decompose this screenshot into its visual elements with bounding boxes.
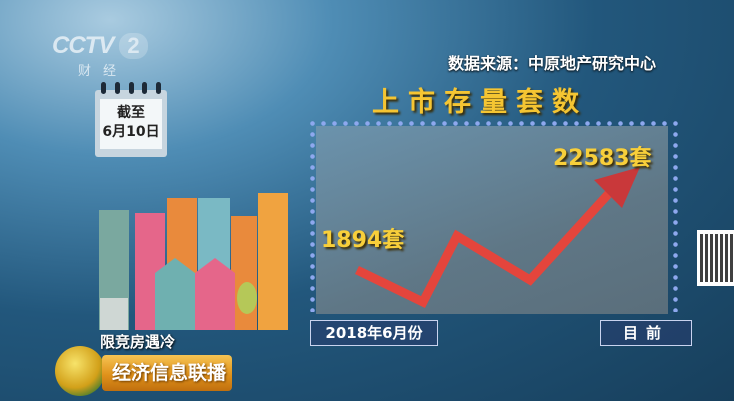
qr-code: [697, 230, 734, 286]
buildings-illustration: [99, 193, 288, 330]
data-label-start: 1894套: [321, 228, 405, 253]
x-tick-end: 目前: [600, 320, 692, 346]
chart-title: 上市存量套数: [372, 87, 588, 118]
arrow-head-icon: [594, 167, 640, 208]
program-banner: 经济信息联播: [102, 355, 232, 391]
data-source: 数据来源：中原地产研究中心: [448, 54, 657, 73]
series-line: [355, 186, 616, 308]
cctv2-logo: CCTV 2 财经: [52, 32, 148, 79]
calendar-line1: 截至: [117, 105, 145, 121]
calendar-icon: 截至 6月10日: [95, 82, 167, 157]
globe-logo-icon: [55, 346, 105, 396]
story-tag: 限竞房遇冷: [100, 333, 176, 351]
calendar-line2: 6月10日: [102, 124, 160, 140]
x-tick-start: 2018年6月份: [310, 320, 438, 346]
channel-sub: 财经: [78, 64, 129, 79]
data-label-end: 22583套: [553, 146, 652, 171]
